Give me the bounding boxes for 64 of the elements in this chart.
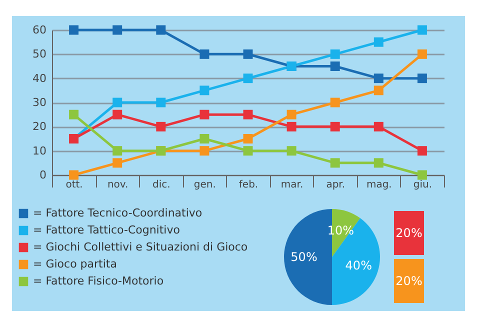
data-label: 20% [396, 274, 422, 288]
point [243, 134, 253, 144]
point [374, 86, 384, 96]
y-tick-label: 50 [32, 48, 46, 61]
point [417, 49, 427, 59]
point [69, 110, 79, 120]
point [243, 110, 253, 120]
y-tick-label: 60 [32, 24, 46, 36]
point [374, 37, 384, 47]
x-tick-label: nov. [107, 180, 128, 190]
point [69, 25, 79, 35]
point [243, 74, 253, 84]
point [243, 146, 253, 156]
point [243, 49, 253, 59]
y-tick-label: 40 [32, 72, 46, 85]
point [330, 49, 340, 59]
data-label: 40% [345, 258, 372, 273]
legend-label: = Gioco partita [33, 258, 117, 270]
point [417, 25, 427, 35]
point [330, 158, 340, 168]
point [286, 146, 296, 156]
x-tick-label: giu. [413, 180, 432, 190]
legend-label: = Fattore Fisico-Motorio [33, 274, 164, 288]
data-label: 20% [396, 226, 422, 240]
x-tick-label: gen. [194, 180, 216, 190]
x-tick-label: feb. [238, 180, 258, 190]
point [156, 25, 166, 35]
point [200, 49, 210, 59]
point [112, 146, 122, 156]
x-tick-label: apr. [326, 180, 346, 190]
legend-label: = Fattore Tattico-Cognitivo [33, 224, 180, 236]
x-tick-label: mar. [280, 180, 304, 190]
point [330, 98, 340, 108]
legend-label: = Fattore Tecnico-Coordinativo [33, 206, 202, 220]
point [286, 122, 296, 132]
point [156, 122, 166, 132]
y-tick-label: 10 [32, 144, 46, 158]
point [69, 170, 79, 180]
point [200, 146, 210, 156]
point [200, 134, 210, 144]
legend-label: = Giochi Collettivi e Situazioni di Gioco [33, 240, 248, 254]
point [417, 146, 427, 156]
point [330, 122, 340, 132]
point [286, 110, 296, 120]
point [112, 25, 122, 35]
point [374, 74, 384, 84]
x-tick-label: ott. [66, 180, 83, 190]
point [200, 110, 210, 120]
x-tick-label: dic. [152, 180, 170, 190]
point [156, 98, 166, 108]
point [112, 158, 122, 168]
point [330, 62, 340, 71]
point [417, 170, 427, 180]
point [374, 158, 384, 168]
point [417, 74, 427, 84]
point [112, 110, 122, 120]
y-tick-label: 0 [40, 168, 46, 182]
point [112, 98, 122, 108]
y-tick-label: 30 [32, 96, 46, 109]
point [200, 86, 210, 96]
point [374, 122, 384, 132]
y-tick-label: 20 [32, 120, 46, 134]
x-tick-label: mag. [366, 180, 392, 190]
data-label: 50% [290, 250, 318, 264]
